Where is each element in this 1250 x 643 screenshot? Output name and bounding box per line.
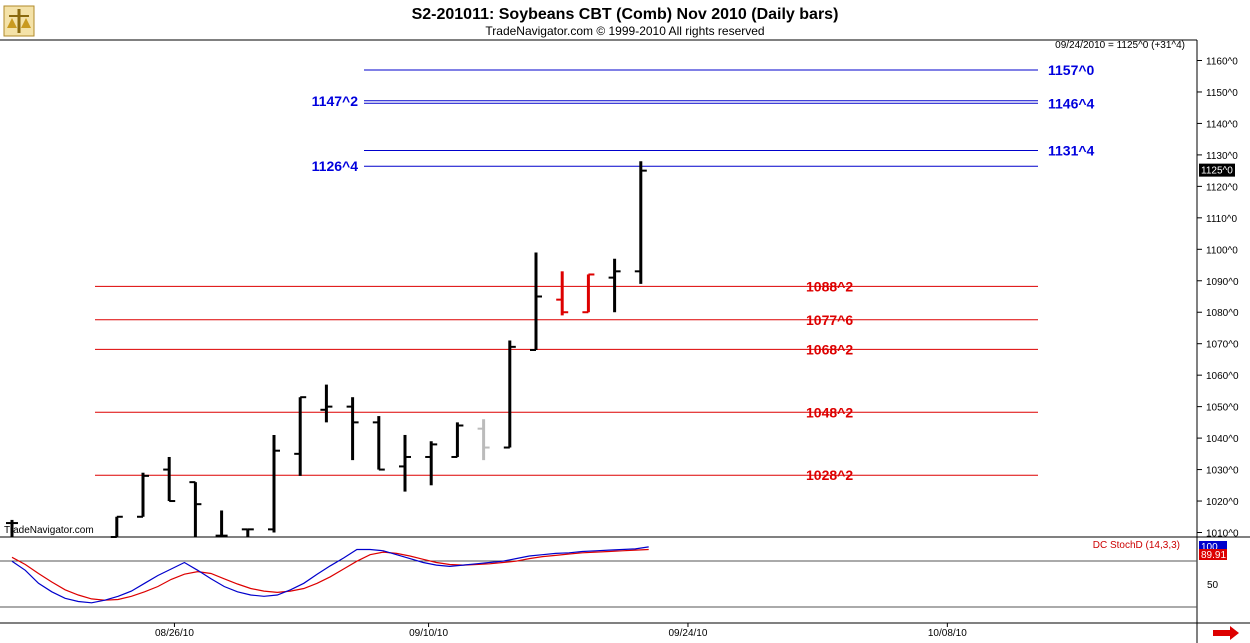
ohlc-bar	[477, 419, 490, 461]
ohlc-bar	[634, 161, 647, 284]
chart-title: S2-201011: Soybeans CBT (Comb) Nov 2010 …	[412, 6, 839, 23]
ohlc-bar	[451, 422, 464, 458]
level-label: 1146^4	[1048, 95, 1095, 111]
x-tick-label: 09/10/10	[409, 628, 448, 639]
ohlc-bar	[503, 340, 516, 449]
y-tick-label: 1120^0	[1206, 182, 1238, 193]
price-bars	[6, 161, 647, 538]
price-axis: 1010^0 1020^0 1030^0 1040^0 1050^0 1060^0 1070…	[1197, 57, 1239, 540]
ohlc-bar	[530, 252, 542, 351]
scroll-right-arrow-icon[interactable]	[1212, 626, 1239, 640]
stoch-k-line	[11, 546, 649, 604]
indicator-tick-50: 50	[1207, 580, 1219, 591]
ohlc-bar	[346, 397, 359, 461]
indicator-value-tag: 89.91	[1201, 550, 1226, 561]
ohlc-bar	[294, 396, 307, 476]
level-label: 1077^6	[806, 312, 853, 328]
y-tick-label: 1050^0	[1206, 403, 1239, 414]
ohlc-bar	[320, 384, 333, 423]
price-levels: 1157^0 1147^2 1146^4 1131^4 1126^4 1088^2 1077…	[95, 62, 1095, 483]
y-tick-label: 1130^0	[1206, 151, 1238, 162]
level-label: 1147^2	[312, 93, 359, 109]
ohlc-bar	[6, 519, 18, 537]
watermark: TradeNavigator.com	[4, 525, 94, 536]
level-label: 1068^2	[806, 341, 853, 357]
ohlc-bar	[268, 434, 280, 533]
y-tick-label: 1160^0	[1206, 57, 1238, 68]
level-label: 1157^0	[1048, 62, 1095, 78]
ohlc-bar	[372, 416, 385, 471]
level-label: 1048^2	[806, 404, 853, 420]
y-tick-label: 1110^0	[1206, 214, 1237, 225]
level-label: 1131^4	[1048, 142, 1095, 158]
y-tick-label: 1020^0	[1206, 497, 1239, 508]
y-tick-label: 1150^0	[1206, 88, 1238, 99]
ohlc-bar	[110, 515, 123, 538]
y-tick-label: 1010^0	[1206, 529, 1239, 540]
ohlc-bar	[582, 273, 595, 314]
indicator-title: DC StochD (14,3,3)	[1093, 540, 1180, 551]
svg-text:1125^0: 1125^0	[1201, 166, 1233, 177]
ohlc-bar	[215, 510, 228, 537]
x-tick-label: 08/26/10	[155, 628, 194, 639]
level-label: 1126^4	[312, 158, 359, 174]
ohlc-bar	[137, 472, 149, 518]
ohlc-bar	[399, 434, 411, 492]
y-tick-label: 1090^0	[1206, 277, 1239, 288]
last-bar-info: 09/24/2010 = 1125^0 (+31^4)	[1055, 40, 1185, 51]
last-price-tag: 1125^0	[1199, 163, 1235, 177]
y-tick-label: 1070^0	[1206, 340, 1239, 351]
level-label: 1028^2	[806, 467, 853, 483]
y-tick-label: 1140^0	[1206, 119, 1238, 130]
date-axis: 08/26/10 09/10/10 09/24/10 10/08/10	[155, 623, 967, 639]
stochastic-pane: DC StochD (14,3,3) 100 89.91 50	[0, 540, 1227, 608]
x-tick-label: 09/24/10	[668, 628, 707, 639]
ohlc-bar	[425, 441, 438, 486]
y-tick-label: 1060^0	[1206, 371, 1239, 382]
y-tick-label: 1100^0	[1206, 245, 1238, 256]
ohlc-bar	[189, 481, 202, 537]
indicator-tag-100: 100	[1201, 542, 1218, 553]
ohlc-bar	[556, 271, 569, 316]
y-tick-label: 1030^0	[1206, 466, 1239, 477]
stoch-d-line	[11, 548, 649, 601]
chart-subtitle: TradeNavigator.com © 1999-2010 All right…	[485, 24, 764, 38]
y-tick-label: 1040^0	[1206, 434, 1239, 445]
level-label: 1088^2	[806, 278, 853, 294]
y-tick-label: 1080^0	[1206, 308, 1239, 319]
x-tick-label: 10/08/10	[928, 628, 967, 639]
logo-icon	[3, 5, 35, 37]
ohlc-bar	[241, 528, 254, 537]
ohlc-bar	[163, 456, 176, 503]
ohlc-bar	[608, 258, 621, 313]
